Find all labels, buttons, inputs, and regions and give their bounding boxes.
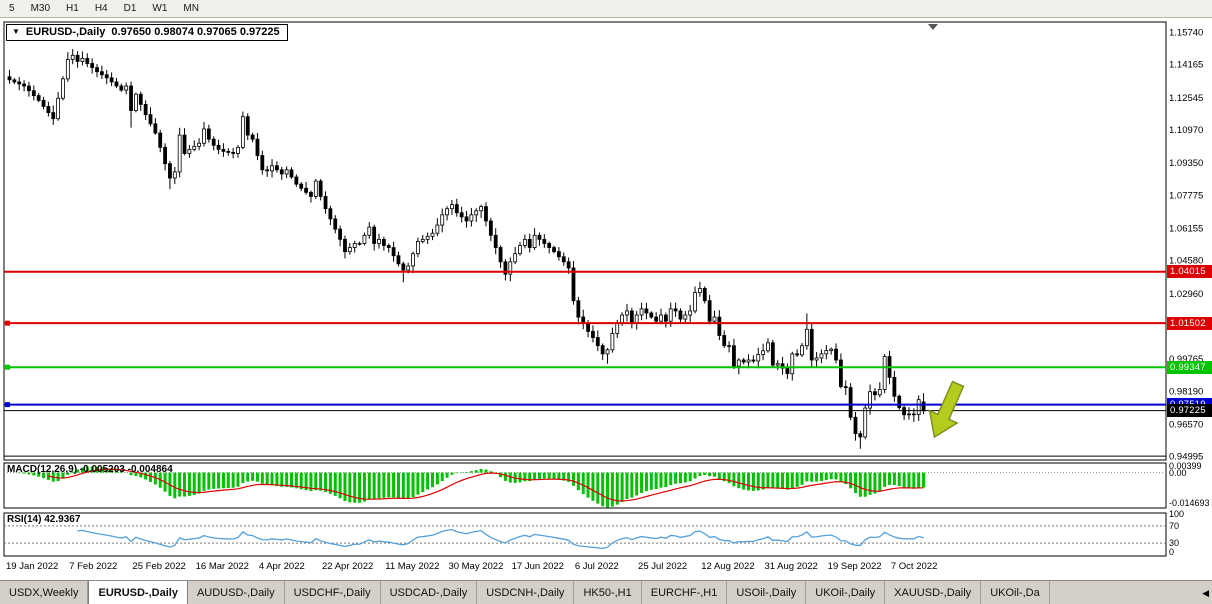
tab-ukoil-daily[interactable]: UKOil-,Daily xyxy=(806,581,886,604)
date-axis-label: 7 Feb 2022 xyxy=(69,561,117,572)
price-axis-label: 1.07775 xyxy=(1169,190,1203,201)
rsi-axis-label: 70 xyxy=(1169,521,1179,531)
price-axis-label: 0.99765 xyxy=(1169,354,1203,365)
rsi-axis-label: 0 xyxy=(1169,547,1174,557)
chart-ohlc-values: 0.97650 0.98074 0.97065 0.97225 xyxy=(111,26,280,38)
timeframe-button-m30[interactable]: M30 xyxy=(30,3,51,14)
date-axis-label: 16 Mar 2022 xyxy=(196,561,249,572)
price-axis-label: 1.12545 xyxy=(1169,93,1203,104)
timeframe-button-mn[interactable]: MN xyxy=(183,3,199,14)
price-axis-label: 1.15740 xyxy=(1169,28,1203,39)
price-axis-label: 0.96570 xyxy=(1169,420,1203,431)
tab-eurchf-h1[interactable]: EURCHF-,H1 xyxy=(641,581,728,604)
timeframe-button-h1[interactable]: H1 xyxy=(66,3,79,14)
price-chart-canvas[interactable]: 1.15740 1.14165 1.12545 1.10970 1.09350 1.077… xyxy=(0,18,1212,580)
price-tag-green-level: 0.99347 xyxy=(1167,360,1212,374)
line-handle xyxy=(5,402,10,408)
chart-dropdown-icon[interactable]: ▼ xyxy=(12,27,20,36)
date-axis-label: 30 May 2022 xyxy=(448,561,503,572)
date-axis-label: 31 Aug 2022 xyxy=(764,561,817,572)
date-axis-label: 4 Apr 2022 xyxy=(259,561,305,572)
rsi-axis-label: 100 xyxy=(1169,509,1184,519)
price-axis-label: 1.14165 xyxy=(1169,60,1203,71)
price-axis-label: 1.06155 xyxy=(1169,224,1203,235)
date-axis-label: 11 May 2022 xyxy=(385,561,439,572)
candles-layer xyxy=(7,49,926,449)
tab-eurusd-daily[interactable]: EURUSD-,Daily xyxy=(88,581,188,604)
date-axis-label: 6 Jul 2022 xyxy=(575,561,619,572)
date-axis-label: 25 Jul 2022 xyxy=(638,561,687,572)
pane-frame xyxy=(3,512,1167,557)
price-axis-label: 0.98190 xyxy=(1169,386,1203,397)
tab-xauusd-daily[interactable]: XAUUSD-,Daily xyxy=(885,581,982,604)
price-axis-label: 1.04580 xyxy=(1169,256,1203,267)
date-axis-label: 22 Apr 2022 xyxy=(322,561,373,572)
down-arrow-annotation xyxy=(928,380,965,439)
price-tag-current-price: 0.97225 xyxy=(1167,404,1212,418)
pane-frame xyxy=(3,21,1167,461)
rsi-line xyxy=(77,528,924,550)
price-axis-label: 1.10970 xyxy=(1169,125,1203,136)
timeframe-button-m5[interactable]: 5 xyxy=(9,3,15,14)
macd-axis-label: -0.014693 xyxy=(1169,498,1210,508)
macd-axis-label: 0.00399 xyxy=(1169,461,1202,471)
macd-axis-label: 0.00 xyxy=(1169,468,1187,478)
rsi-axis-label: 30 xyxy=(1169,538,1179,548)
tab-usdchf-daily[interactable]: USDCHF-,Daily xyxy=(284,581,381,604)
date-axis-label: 19 Sep 2022 xyxy=(828,561,882,572)
chart-tab-bar: USDX,Weekly EURUSD-,Daily AUDUSD-,Daily … xyxy=(0,580,1212,604)
date-axis-label: 17 Jun 2022 xyxy=(512,561,564,572)
tab-ukoil-2[interactable]: UKOil-,Da xyxy=(981,581,1050,604)
timeframe-toolbar: 5 M30 H1 H4 D1 W1 MN xyxy=(0,0,1212,18)
timeframe-button-w1[interactable]: W1 xyxy=(152,3,168,14)
timeframe-button-h4[interactable]: H4 xyxy=(94,3,108,14)
date-axis-label: 7 Oct 2022 xyxy=(891,561,937,572)
tab-audusd-daily[interactable]: AUDUSD-,Daily xyxy=(187,581,285,604)
tab-usoil-daily[interactable]: USOil-,Daily xyxy=(727,581,807,604)
price-axis-label: 1.02960 xyxy=(1169,289,1203,300)
rsi-indicator-label: RSI(14) 42.9367 xyxy=(7,514,81,525)
price-tag-resistance-2: 1.01502 xyxy=(1167,316,1212,330)
date-axis-label: 12 Aug 2022 xyxy=(701,561,754,572)
price-axis-label: 0.94995 xyxy=(1169,452,1203,463)
macd-indicator-label: MACD(12,26,9) -0.005203 -0.004864 xyxy=(7,464,173,475)
price-axis-label: 1.09350 xyxy=(1169,158,1203,169)
chart-shift-marker xyxy=(928,24,938,30)
tab-hk50-h1[interactable]: HK50-,H1 xyxy=(574,581,642,604)
price-tag-resistance-1: 1.04015 xyxy=(1167,265,1212,279)
macd-signal-line xyxy=(48,468,924,502)
chart-region: 1.15740 1.14165 1.12545 1.10970 1.09350 1.077… xyxy=(0,18,1212,580)
chart-title-box[interactable]: ▼ EURUSD-,Daily 0.97650 0.98074 0.97065 … xyxy=(6,24,288,41)
timeframe-button-d1[interactable]: D1 xyxy=(123,3,137,14)
chart-symbol-label: EURUSD-,Daily xyxy=(25,26,106,38)
line-handle xyxy=(5,320,10,326)
tab-scroll-left-icon[interactable]: ◀ xyxy=(1202,588,1209,598)
date-axis-label: 25 Feb 2022 xyxy=(132,561,185,572)
tab-usdcad-daily[interactable]: USDCAD-,Daily xyxy=(380,581,478,604)
tab-usdcnh-daily[interactable]: USDCNH-,Daily xyxy=(477,581,575,604)
line-handle xyxy=(5,364,10,370)
tab-usdx-weekly[interactable]: USDX,Weekly xyxy=(0,581,89,604)
date-axis-label: 19 Jan 2022 xyxy=(6,561,58,572)
